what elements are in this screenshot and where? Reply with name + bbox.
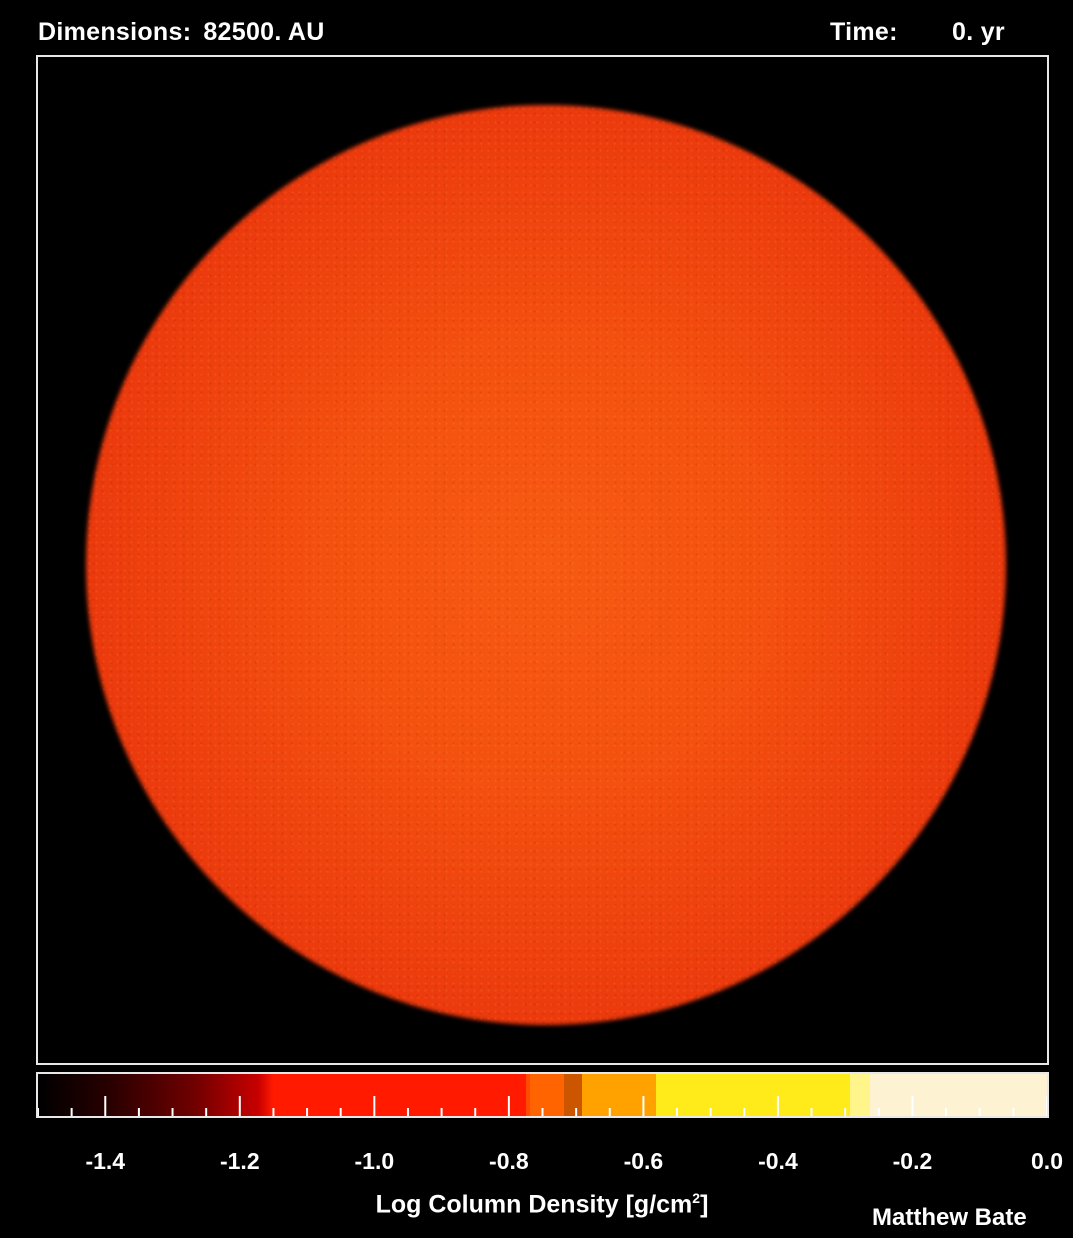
time-label: Time: (830, 18, 898, 46)
colorbar-gradient (38, 1074, 1047, 1116)
tick-label: -1.2 (219, 1148, 260, 1174)
simulation-frame (36, 55, 1049, 1065)
density-sphere (86, 105, 1006, 1025)
tick-label: 0.0 (1031, 1148, 1063, 1174)
dimensions-label: Dimensions: (38, 18, 192, 46)
colorbar-title-exponent: 2 (692, 1190, 701, 1206)
colorbar (36, 1072, 1049, 1118)
tick-label: -0.2 (892, 1148, 933, 1174)
time-value: 0. yr (952, 18, 1005, 46)
tick-label: -0.6 (623, 1148, 664, 1174)
sphere-texture (86, 105, 1006, 1025)
colorbar-title-main: Log Column Density [g/cm (375, 1190, 693, 1219)
colorbar-title: Log Column Density [g/cm2] (376, 1190, 709, 1219)
author-credit: Matthew Bate (872, 1204, 1027, 1231)
colorbar-title-end: ] (700, 1190, 709, 1219)
tick-label: -0.8 (489, 1148, 529, 1174)
dimensions-readout: Dimensions: 82500. AU (38, 18, 325, 47)
tick-label: -0.4 (758, 1148, 798, 1174)
dimensions-value: 82500. AU (203, 18, 325, 46)
tick-label: -1.0 (354, 1148, 395, 1174)
tick-label: -1.4 (85, 1148, 126, 1174)
